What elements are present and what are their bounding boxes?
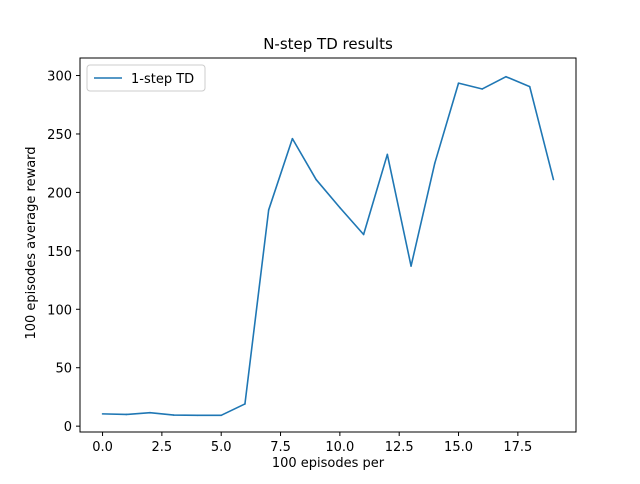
x-tick-label: 5.0 [211,440,232,455]
y-tick-label: 300 [47,70,72,85]
data-point [362,233,365,236]
series-line-0 [102,75,555,417]
y-tick-label: 250 [47,128,72,143]
chart-title: N-step TD results [263,35,393,53]
y-tick-label: 100 [47,303,72,318]
y-axis-label: 100 episodes average reward [24,146,39,339]
legend: 1-step TD [86,64,206,92]
data-point [528,85,531,88]
data-point [433,162,436,164]
y-tick-label: 150 [47,245,72,260]
axes-frame [79,57,577,433]
data-point [149,411,151,414]
y-tick-label: 200 [47,186,72,201]
data-point [220,414,223,417]
data-point [457,82,460,84]
y-tick-label: 0 [64,420,72,435]
data-point [291,137,294,140]
data-point [172,414,175,416]
data-point [125,413,128,416]
x-tick-label: 2.5 [152,440,173,455]
data-point [315,178,317,181]
y-tick-label: 50 [55,362,72,377]
data-point [244,403,246,405]
x-tick-label: 17.5 [503,440,532,455]
x-tick-label: 7.5 [270,440,291,455]
x-tick-label: 12.5 [385,440,414,455]
x-tick-label: 10.0 [325,440,354,455]
data-point [196,414,199,417]
legend-label: 1-step TD [131,72,194,87]
legend-box [86,64,206,92]
data-point [386,153,389,156]
data-point [481,88,484,90]
plot-area: 0.0 2.5 5.0 7.5 10.0 12.5 15.0 17.5 0 50 100 150 200… [47,57,577,455]
data-point [505,75,507,78]
data-point [552,178,555,181]
data-point [267,209,270,211]
x-axis-label: 100 episodes per [272,456,385,471]
x-tick-label: 0.0 [92,440,113,455]
data-point [410,265,412,267]
x-tick-label: 15.0 [444,440,473,455]
data-point [101,413,104,415]
data-point [339,206,341,209]
